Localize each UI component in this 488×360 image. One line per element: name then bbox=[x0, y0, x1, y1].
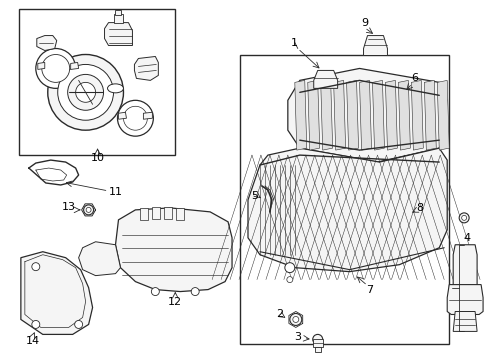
Text: 12: 12 bbox=[168, 297, 182, 306]
Polygon shape bbox=[143, 112, 152, 119]
Polygon shape bbox=[37, 36, 57, 50]
Circle shape bbox=[461, 215, 466, 220]
Polygon shape bbox=[287, 68, 447, 162]
Bar bbox=[140, 208, 148, 220]
Bar bbox=[113, 14, 123, 23]
Polygon shape bbox=[104, 23, 132, 45]
Bar bbox=[240, 55, 448, 345]
Polygon shape bbox=[134, 57, 158, 80]
Text: 10: 10 bbox=[90, 153, 104, 163]
Polygon shape bbox=[372, 80, 384, 150]
Text: 7: 7 bbox=[365, 284, 372, 294]
Circle shape bbox=[86, 207, 91, 212]
Polygon shape bbox=[79, 242, 120, 276]
Bar bbox=[115, 10, 121, 15]
Ellipse shape bbox=[107, 84, 123, 93]
Polygon shape bbox=[313, 71, 337, 88]
Bar bbox=[164, 207, 172, 219]
Polygon shape bbox=[320, 80, 332, 150]
Circle shape bbox=[41, 54, 69, 82]
Bar bbox=[152, 207, 160, 219]
Circle shape bbox=[67, 75, 103, 110]
Text: 5: 5 bbox=[251, 191, 258, 201]
Circle shape bbox=[286, 276, 292, 283]
Text: 4: 4 bbox=[463, 233, 470, 243]
Polygon shape bbox=[447, 285, 482, 315]
Circle shape bbox=[458, 213, 468, 223]
Polygon shape bbox=[359, 80, 371, 150]
Bar bbox=[314, 347, 320, 352]
Circle shape bbox=[292, 316, 298, 323]
Text: 14: 14 bbox=[26, 336, 40, 346]
Text: 2: 2 bbox=[276, 310, 283, 319]
Polygon shape bbox=[38, 62, 45, 69]
Circle shape bbox=[76, 82, 95, 102]
Bar bbox=[312, 339, 322, 347]
Circle shape bbox=[151, 288, 159, 296]
Bar bbox=[19, 9, 175, 155]
Circle shape bbox=[123, 106, 147, 130]
Polygon shape bbox=[346, 80, 358, 150]
Circle shape bbox=[285, 263, 294, 273]
Polygon shape bbox=[410, 80, 423, 150]
Polygon shape bbox=[333, 80, 345, 150]
Polygon shape bbox=[247, 148, 447, 272]
Text: 8: 8 bbox=[415, 203, 422, 213]
Polygon shape bbox=[452, 245, 476, 294]
Polygon shape bbox=[118, 112, 126, 119]
Circle shape bbox=[58, 64, 113, 120]
Polygon shape bbox=[71, 62, 79, 69]
Polygon shape bbox=[294, 80, 306, 150]
Bar bbox=[176, 208, 184, 220]
Circle shape bbox=[117, 100, 153, 136]
Polygon shape bbox=[115, 208, 232, 292]
Text: 11: 11 bbox=[108, 187, 122, 197]
Polygon shape bbox=[385, 80, 397, 150]
Text: 9: 9 bbox=[360, 18, 367, 28]
Circle shape bbox=[289, 314, 301, 325]
Circle shape bbox=[36, 49, 76, 88]
Circle shape bbox=[48, 54, 123, 130]
Circle shape bbox=[32, 263, 40, 271]
Polygon shape bbox=[307, 80, 319, 150]
Text: 13: 13 bbox=[61, 202, 76, 212]
Text: 6: 6 bbox=[410, 73, 417, 84]
Polygon shape bbox=[363, 36, 386, 55]
Polygon shape bbox=[21, 252, 92, 334]
Circle shape bbox=[75, 320, 82, 328]
Text: 1: 1 bbox=[291, 37, 298, 48]
Polygon shape bbox=[436, 80, 448, 150]
Text: 3: 3 bbox=[294, 332, 301, 342]
Circle shape bbox=[32, 320, 40, 328]
Circle shape bbox=[83, 205, 93, 215]
Polygon shape bbox=[398, 80, 409, 150]
Polygon shape bbox=[452, 311, 476, 332]
Circle shape bbox=[312, 334, 322, 345]
Circle shape bbox=[191, 288, 199, 296]
Polygon shape bbox=[424, 80, 435, 150]
